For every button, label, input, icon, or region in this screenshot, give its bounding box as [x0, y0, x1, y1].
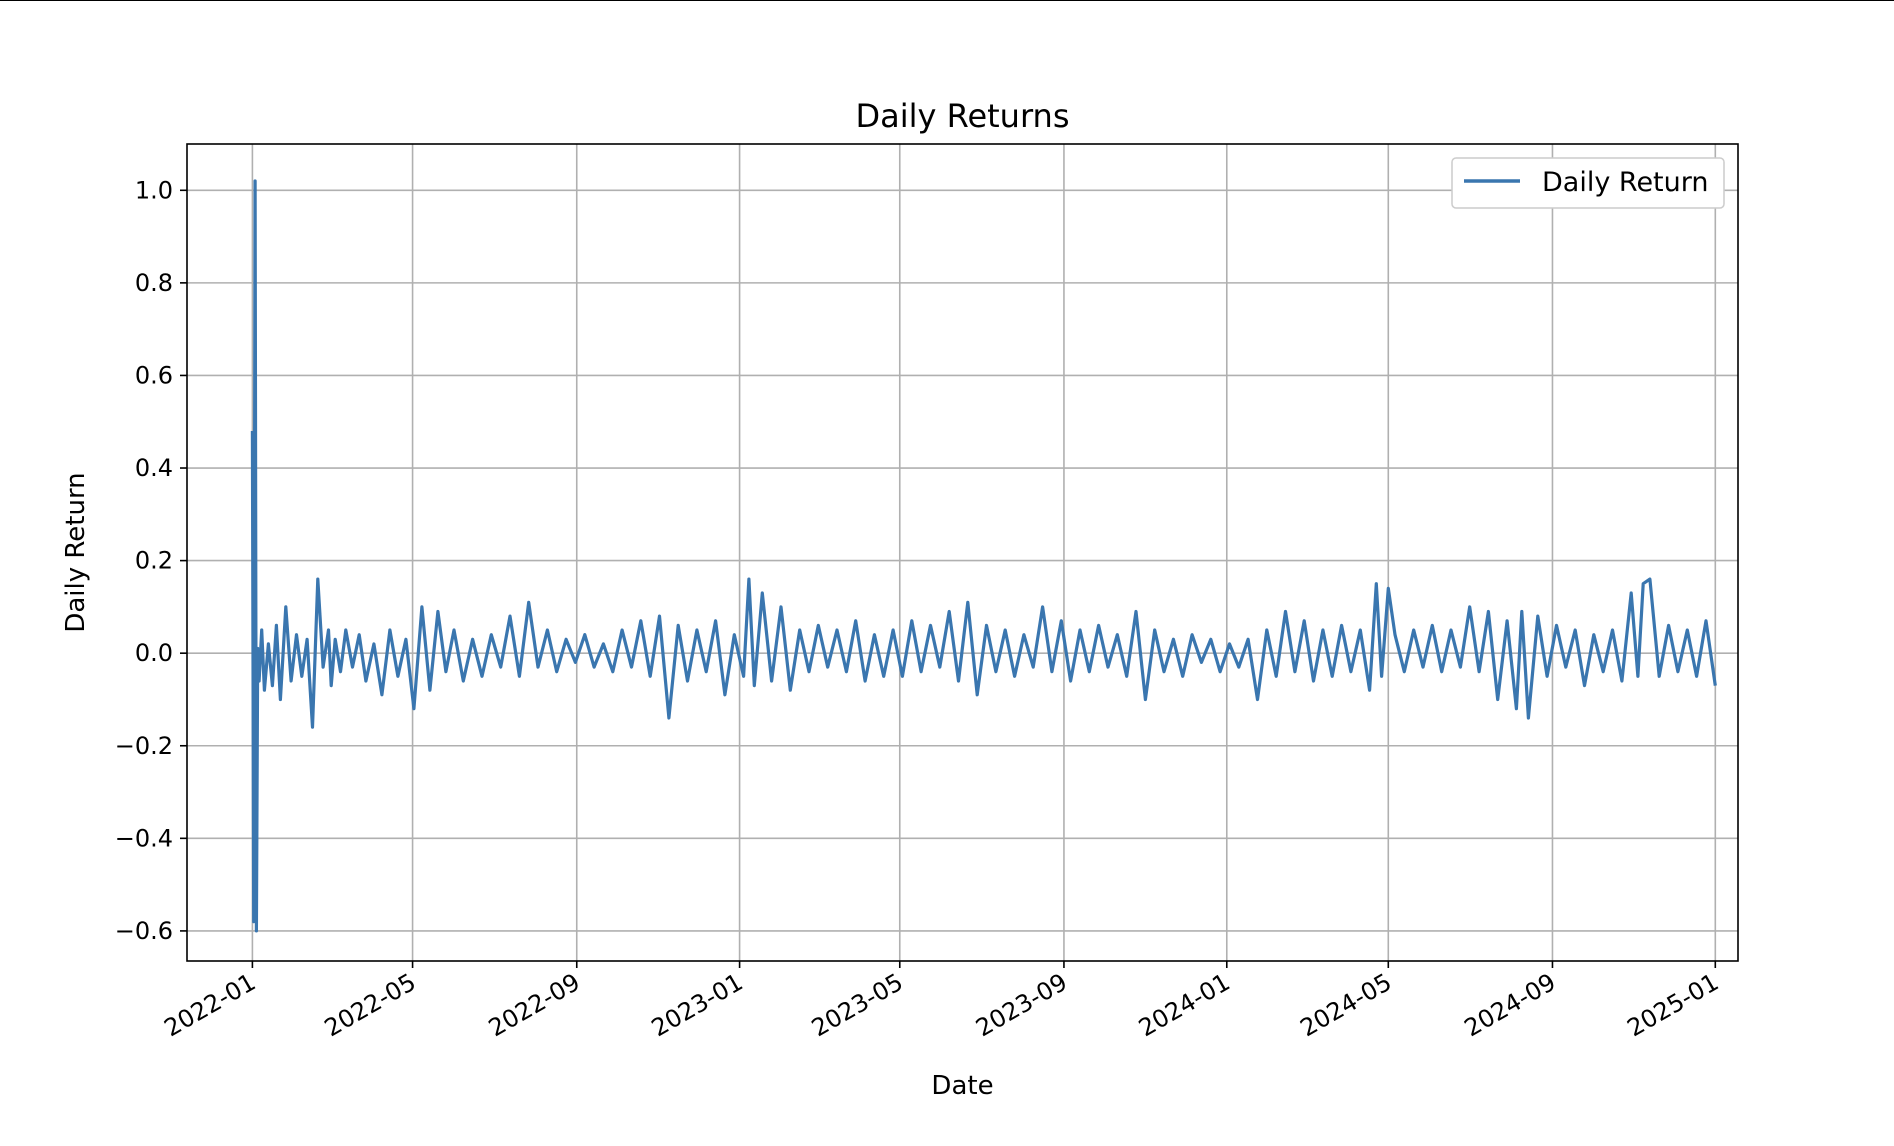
x-axis-ticks: 2022-01 2022-05 2022-09 2023-01 2023-05 2023-…: [160, 961, 1723, 1042]
y-tick-label: 1.0: [135, 176, 173, 204]
top-border-line: [0, 0, 1894, 1]
plot-area-frame: [186, 143, 1739, 962]
x-tick-label: 2025-01: [1622, 968, 1723, 1042]
y-tick-label: 0.2: [135, 547, 173, 575]
x-axis-label: Date: [931, 1071, 993, 1101]
y-axis-label: Daily Return: [61, 472, 91, 632]
x-tick-label: 2022-01: [160, 968, 261, 1042]
grid-lines: [187, 144, 1738, 961]
y-axis-ticks: 1.0 0.8 0.6 0.4 0.2 0.0 −0.2 −0.4 −0.6: [115, 176, 187, 945]
x-tick-label: 2023-01: [647, 968, 748, 1042]
x-tick-label: 2024-09: [1460, 968, 1561, 1042]
y-tick-label: −0.4: [115, 824, 173, 852]
series-line-daily-return: [250, 179, 1717, 933]
series-layer: [250, 179, 1717, 933]
y-tick-label: 0.6: [135, 361, 173, 389]
legend-box: [1451, 157, 1725, 209]
y-tick-label: 0.4: [135, 454, 173, 482]
x-tick-label: 2022-09: [484, 968, 585, 1042]
x-tick-label: 2024-01: [1134, 968, 1235, 1042]
y-tick-label: −0.2: [115, 732, 173, 760]
x-tick-label: 2023-05: [807, 968, 908, 1042]
x-tick-label: 2024-05: [1295, 968, 1396, 1042]
legend: Daily Return: [1451, 157, 1725, 209]
legend-label-daily-return: Daily Return: [1542, 167, 1709, 198]
y-tick-label: 0.8: [135, 269, 173, 297]
chart-title: Daily Returns: [856, 97, 1070, 135]
y-tick-label: −0.6: [115, 917, 173, 945]
y-tick-label: 0.0: [135, 639, 173, 667]
x-tick-label: 2022-05: [320, 968, 421, 1042]
x-tick-label: 2023-09: [971, 968, 1072, 1042]
